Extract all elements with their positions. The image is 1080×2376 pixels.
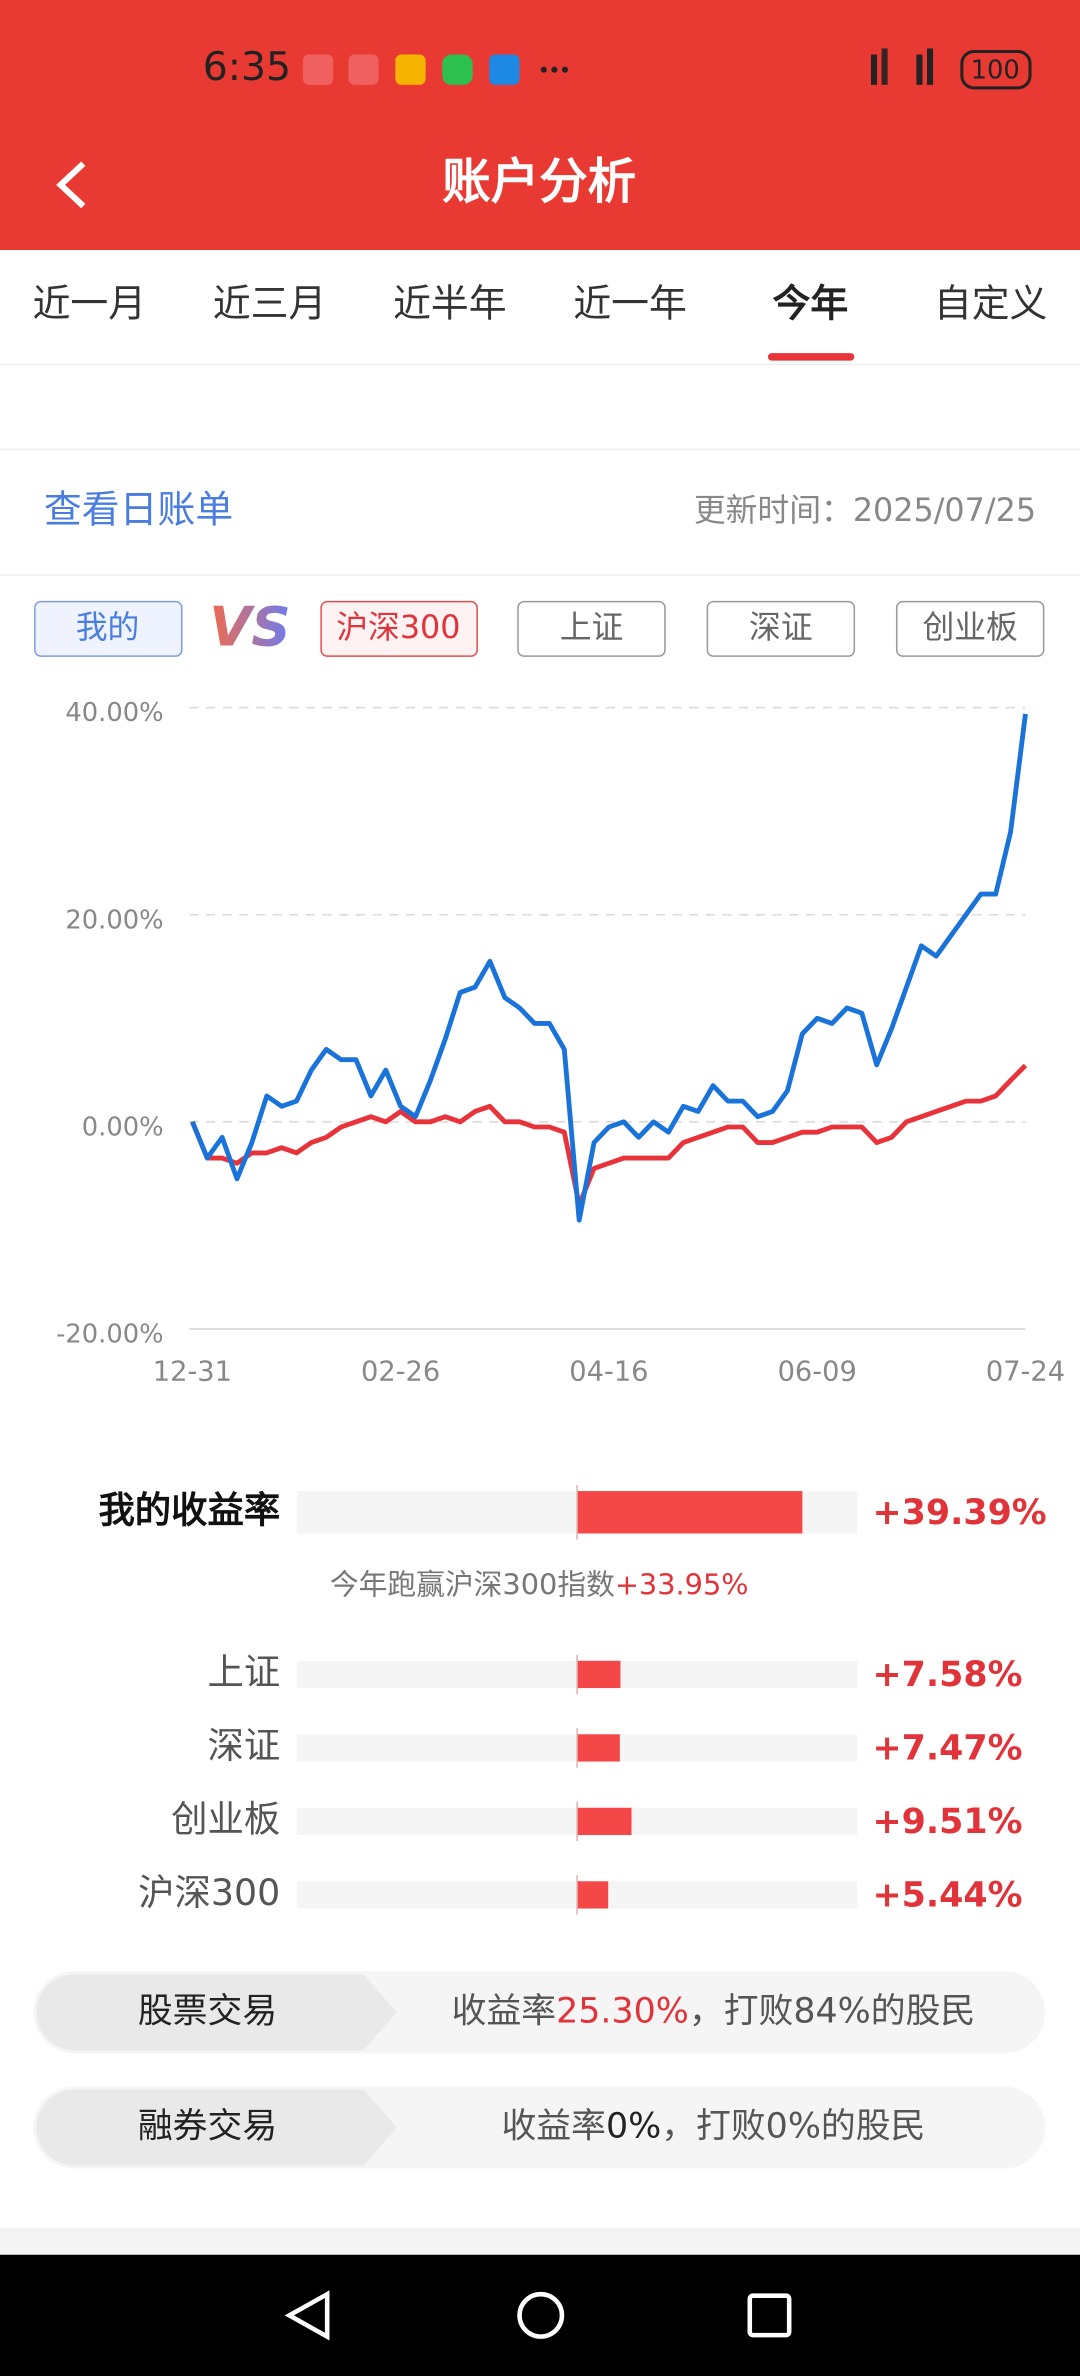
bar xyxy=(577,1491,803,1534)
tab[interactable]: 今年 xyxy=(773,282,849,326)
bar-label: 上证 xyxy=(208,1650,281,1693)
tabs: 近一月 近三月 近半年 近一年 今年 自定义 xyxy=(33,282,1048,361)
tab[interactable]: 近一月 xyxy=(33,282,147,326)
beat-label: 今年跑赢沪深300指数 xyxy=(330,1568,615,1602)
vs-badge: VS xyxy=(209,594,290,658)
trade-tag xyxy=(36,2089,397,2166)
x-tick-label: 12-31 xyxy=(153,1356,232,1387)
y-tick-label: -20.00% xyxy=(56,1319,163,1349)
line-chart: -20.00% 0.00% 20.00% 40.00% 12-31 02-26 04-16 0… xyxy=(56,698,1065,1387)
bar xyxy=(577,1807,632,1836)
nav-recent[interactable] xyxy=(747,2293,792,2338)
divider xyxy=(0,574,1080,576)
trade-summary: 收益率25.30%，打败84%的股民 xyxy=(452,1991,976,2031)
daily-bill-link[interactable]: 查看日账单 xyxy=(44,488,233,532)
battery-level: 100 xyxy=(971,56,1020,86)
page-title: 账户分析 xyxy=(442,154,636,210)
bar xyxy=(577,1734,620,1762)
tab[interactable]: 近一年 xyxy=(573,282,687,326)
bar-label: 深证 xyxy=(208,1724,281,1767)
x-tick-label: 02-26 xyxy=(361,1356,440,1387)
battery xyxy=(960,50,1032,90)
mine-button[interactable] xyxy=(34,600,183,657)
status-icons xyxy=(302,48,934,85)
tab[interactable]: 自定义 xyxy=(934,282,1048,326)
index-label: 深证 xyxy=(749,608,813,646)
divider xyxy=(0,448,1080,451)
index-label: 创业板 xyxy=(922,608,1017,646)
trade-name: 融券交易 xyxy=(138,2106,277,2146)
tab-indicator xyxy=(767,353,855,361)
top-bar xyxy=(0,0,1080,251)
tab[interactable]: 近半年 xyxy=(393,282,507,326)
beat-value: +33.95% xyxy=(615,1568,749,1602)
footer-gap xyxy=(0,2227,1080,2255)
rank: ，打败0%的股民 xyxy=(661,2106,925,2146)
index-button[interactable] xyxy=(895,600,1045,657)
bar-label: 创业板 xyxy=(171,1797,280,1840)
bar-value: +9.51% xyxy=(872,1802,1022,1842)
rank: ，打败84%的股民 xyxy=(689,1991,975,2031)
rate: 25.30% xyxy=(556,1991,689,2031)
divider xyxy=(0,363,1080,366)
x-tick-label: 07-24 xyxy=(986,1356,1065,1387)
trade-summary: 收益率0%，打败0%的股民 xyxy=(501,2106,925,2146)
back-button[interactable] xyxy=(56,161,86,209)
series-line xyxy=(190,1063,1028,1208)
nav-bar xyxy=(0,2254,1080,2376)
trade-tag xyxy=(36,1974,397,2051)
y-tick-label: 20.00% xyxy=(65,905,163,935)
bar-label: 我的收益率 xyxy=(98,1488,280,1531)
bar-value: +39.39% xyxy=(872,1493,1046,1533)
nav-home[interactable] xyxy=(517,2291,565,2339)
rate: 0% xyxy=(606,2106,661,2146)
update-label: 更新时间： xyxy=(694,491,853,529)
nav-back[interactable] xyxy=(284,2290,330,2341)
x-tick-label: 04-16 xyxy=(569,1356,648,1387)
tab[interactable]: 近三月 xyxy=(213,282,327,326)
update-time: 更新时间：2025/07/25 xyxy=(694,491,1036,529)
y-tick-label: 40.00% xyxy=(65,698,163,728)
clock: 6:35 xyxy=(203,44,291,90)
index-button[interactable] xyxy=(706,600,856,657)
trade-name: 股票交易 xyxy=(138,1991,277,2031)
beat-text: 今年跑赢沪深300指数+33.95% xyxy=(330,1568,749,1602)
index-button[interactable] xyxy=(320,600,478,657)
bar-value: +5.44% xyxy=(872,1875,1022,1915)
bar-label: 沪深300 xyxy=(138,1871,280,1914)
y-tick-label: 0.00% xyxy=(82,1112,164,1142)
bar-value: +7.58% xyxy=(872,1655,1022,1695)
bar xyxy=(577,1881,609,1909)
series-line xyxy=(190,713,1028,1223)
bar-value: +7.47% xyxy=(872,1728,1022,1768)
rate-label: 收益率 xyxy=(501,2106,605,2146)
rate-label: 收益率 xyxy=(452,1991,556,2031)
index-button[interactable] xyxy=(517,600,666,657)
index-label: 沪深300 xyxy=(336,608,460,646)
bar xyxy=(577,1660,621,1689)
returns: 我的收益率 +39.39% 今年跑赢沪深300指数+33.95% 上证 +7.58% 深证… xyxy=(98,1485,1047,1915)
index-label: 上证 xyxy=(560,608,624,646)
x-tick-label: 06-09 xyxy=(778,1356,857,1387)
mine-label: 我的 xyxy=(76,608,140,646)
update-date: 2025/07/25 xyxy=(853,491,1036,529)
